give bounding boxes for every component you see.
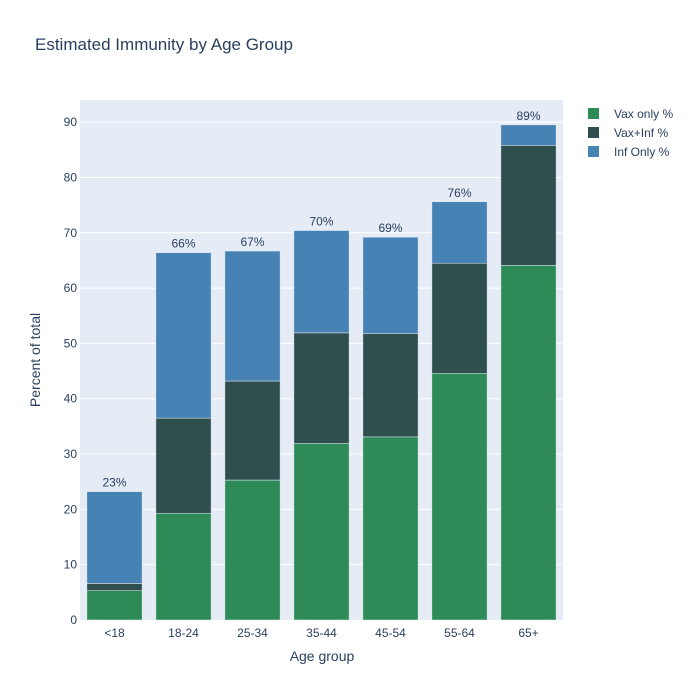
bar-segment <box>500 124 557 146</box>
x-tick-label: <18 <box>104 626 125 640</box>
x-axis-ticks: <18 18-24 25-34 35-44 45-54 55-64 65+ <box>104 626 538 640</box>
bar-segment <box>362 333 419 438</box>
bar-total-label: 23% <box>102 476 126 490</box>
bar-segment <box>293 443 350 621</box>
bar-segment <box>155 512 212 621</box>
legend-label: Vax+Inf % <box>614 126 668 140</box>
bar-total-label: 76% <box>447 186 471 200</box>
bar-segment <box>86 583 143 591</box>
x-tick-label: 35-44 <box>306 626 337 640</box>
bar-segment <box>362 436 419 621</box>
chart-title: Estimated Immunity by Age Group <box>35 35 293 54</box>
x-tick-label: 65+ <box>518 626 538 640</box>
bar-segment <box>431 262 488 374</box>
x-tick-label: 45-54 <box>375 626 406 640</box>
x-tick-label: 25-34 <box>237 626 268 640</box>
y-tick-label: 0 <box>70 613 77 627</box>
bar-segment <box>431 201 488 264</box>
bar-segment <box>155 252 212 419</box>
total-labels: 23% 66% 67% 70% 69% 76% 89% <box>102 109 540 490</box>
bar-total-label: 69% <box>378 221 402 235</box>
legend-label: Inf Only % <box>614 145 670 159</box>
y-axis-ticks: 0 10 20 30 40 50 60 70 80 90 <box>64 115 78 627</box>
bar-segment <box>293 332 350 444</box>
x-tick-label: 18-24 <box>168 626 199 640</box>
bar-total-label: 66% <box>171 237 195 251</box>
bar-total-label: 70% <box>309 215 333 229</box>
y-tick-label: 30 <box>64 447 78 461</box>
y-tick-label: 80 <box>64 170 78 184</box>
bar-segment <box>86 491 143 584</box>
y-tick-label: 40 <box>64 392 78 406</box>
x-tick-label: 55-64 <box>444 626 475 640</box>
y-tick-label: 60 <box>64 281 78 295</box>
bars <box>86 124 557 621</box>
legend-swatch <box>588 127 599 138</box>
x-axis-title: Age group <box>290 648 355 664</box>
bar-segment <box>500 145 557 266</box>
bar-segment <box>224 250 281 382</box>
bar-segment <box>224 479 281 621</box>
y-tick-label: 70 <box>64 226 78 240</box>
bar-segment <box>293 230 350 334</box>
bar-segment <box>86 590 143 621</box>
y-tick-label: 50 <box>64 336 78 350</box>
bar-segment <box>431 373 488 621</box>
y-axis-title: Percent of total <box>27 313 43 407</box>
y-tick-label: 20 <box>64 502 78 516</box>
bar-segment <box>155 417 212 514</box>
y-tick-label: 90 <box>64 115 78 129</box>
bar-total-label: 89% <box>516 109 540 123</box>
bar-segment <box>362 236 419 334</box>
legend-swatch <box>588 146 599 157</box>
bar-total-label: 67% <box>240 235 264 249</box>
legend: Vax only % Vax+Inf % Inf Only % <box>588 107 673 159</box>
bar-segment <box>224 380 281 481</box>
legend-label: Vax only % <box>614 107 673 121</box>
bar-segment <box>500 265 557 621</box>
y-tick-label: 10 <box>64 558 78 572</box>
legend-swatch <box>588 108 599 119</box>
